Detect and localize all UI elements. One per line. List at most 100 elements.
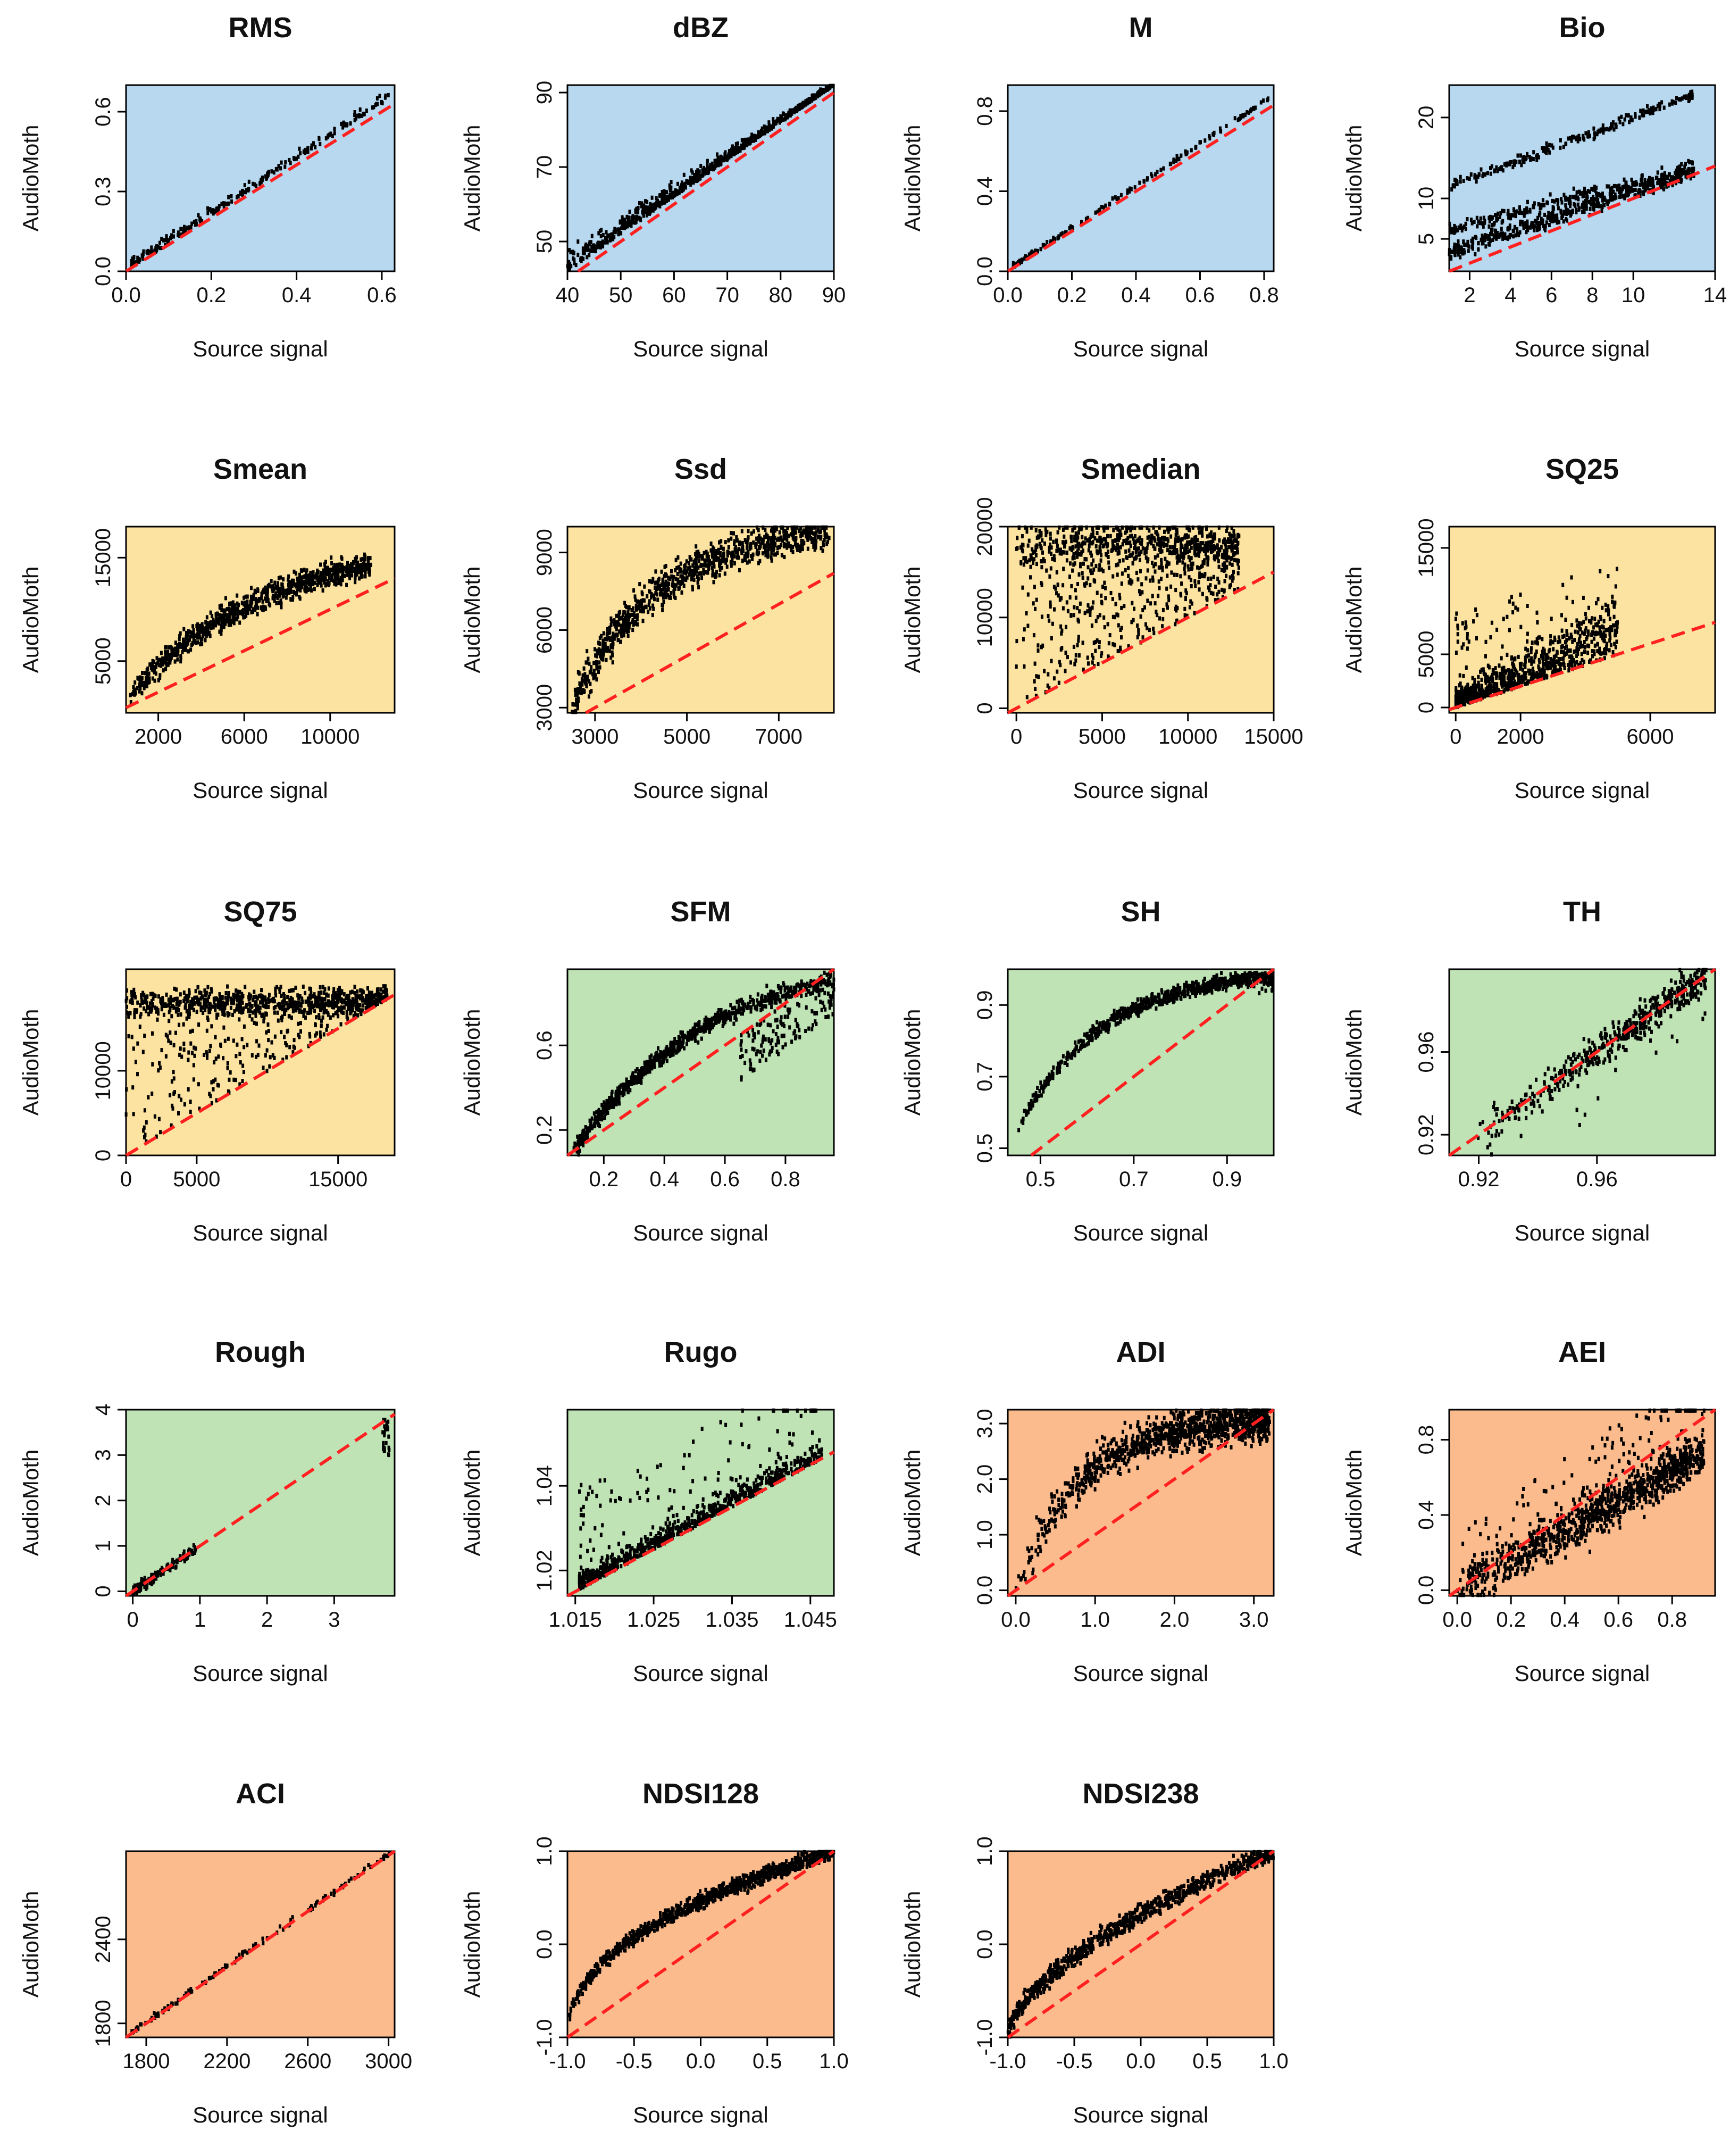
data-point (668, 183, 671, 188)
data-point (316, 570, 319, 575)
data-point (1593, 135, 1597, 140)
data-point (741, 541, 744, 546)
data-point (1193, 579, 1197, 584)
data-point (695, 172, 698, 177)
data-point (1128, 189, 1131, 194)
data-point (324, 136, 328, 141)
data-point (1060, 631, 1063, 636)
data-point (781, 525, 784, 530)
data-point (692, 573, 695, 578)
data-point (772, 120, 775, 125)
data-point (651, 579, 654, 584)
data-point (227, 613, 230, 618)
data-point (1119, 628, 1122, 632)
data-point (158, 663, 161, 668)
data-point (283, 589, 287, 594)
data-point (1592, 187, 1595, 192)
y-axis-label: AudioMoth (900, 125, 925, 232)
y-tick-label: 0.0 (973, 256, 997, 286)
data-point (238, 620, 241, 625)
data-point (716, 156, 720, 161)
data-point (160, 651, 163, 655)
data-point (1100, 205, 1103, 209)
data-point (1100, 600, 1103, 604)
data-point (311, 581, 314, 586)
data-point (340, 556, 344, 561)
data-point (1098, 563, 1101, 568)
data-point (1210, 550, 1213, 554)
data-point (241, 609, 244, 613)
data-point (1139, 569, 1142, 573)
data-point (601, 232, 605, 237)
data-point (1091, 605, 1094, 610)
data-point (1180, 593, 1183, 598)
data-point (1209, 590, 1213, 595)
data-point (1593, 203, 1596, 207)
data-point (1556, 217, 1559, 222)
data-point (684, 185, 687, 190)
data-point (1102, 537, 1106, 542)
data-point (260, 593, 263, 597)
data-point (764, 129, 767, 134)
data-point (1216, 551, 1219, 556)
data-point (179, 643, 182, 647)
data-point (736, 141, 739, 146)
data-point (1524, 157, 1527, 162)
data-point (1047, 672, 1050, 677)
data-point (655, 196, 658, 201)
data-point (1129, 540, 1132, 545)
data-point (720, 545, 723, 550)
data-point (1553, 199, 1556, 204)
data-point (1111, 614, 1115, 619)
data-point (1191, 561, 1194, 566)
data-point (228, 606, 231, 611)
data-point (1632, 188, 1634, 192)
data-point (718, 563, 721, 568)
data-point (1058, 660, 1061, 664)
data-point (1088, 540, 1091, 545)
data-point (1612, 189, 1615, 194)
data-point (1639, 194, 1642, 198)
y-axis-label: AudioMoth (459, 567, 484, 673)
data-point (657, 201, 661, 205)
data-point (1184, 152, 1188, 156)
data-point (1048, 618, 1051, 623)
data-point (634, 210, 637, 214)
data-point (1105, 553, 1108, 557)
data-point (635, 614, 638, 619)
data-point (646, 199, 649, 204)
data-point (1545, 145, 1549, 150)
data-point (1052, 539, 1055, 544)
data-point (614, 230, 617, 235)
data-point (766, 541, 768, 546)
data-point (1648, 108, 1650, 113)
data-point (1139, 557, 1141, 562)
data-point (345, 565, 348, 569)
data-point (717, 556, 721, 561)
data-point (172, 650, 175, 655)
data-point (339, 582, 342, 587)
data-point (1077, 546, 1080, 551)
data-point (1470, 218, 1473, 222)
data-point (649, 202, 652, 206)
data-point (130, 259, 133, 263)
data-point (132, 685, 135, 689)
data-point (1543, 146, 1546, 151)
data-point (1168, 550, 1171, 554)
data-point (748, 559, 751, 564)
data-point (148, 676, 151, 681)
data-point (1541, 146, 1544, 151)
data-point (1676, 168, 1679, 173)
data-point (1230, 556, 1233, 561)
data-point (1650, 106, 1652, 111)
data-point (328, 581, 331, 586)
data-point (1167, 538, 1169, 543)
data-point (1562, 219, 1565, 224)
data-point (285, 595, 288, 600)
data-point (279, 587, 282, 592)
data-point (1493, 168, 1497, 173)
data-point (1609, 188, 1612, 193)
data-point (1100, 553, 1103, 557)
data-point (1175, 537, 1179, 542)
data-point (1198, 566, 1201, 571)
